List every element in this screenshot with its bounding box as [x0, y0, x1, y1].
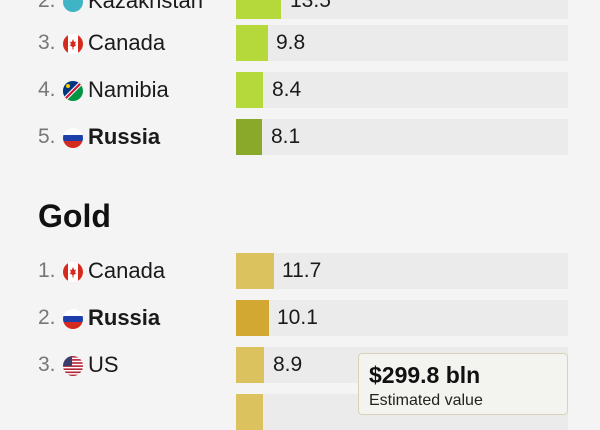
country-name: Russia — [88, 124, 161, 149]
callout-label: Estimated value — [369, 392, 483, 409]
rank-label: 3. — [38, 353, 56, 376]
russia-flag-icon — [63, 309, 83, 329]
bar-track — [236, 0, 568, 19]
canada-flag-icon — [63, 34, 83, 54]
namibia-flag-icon — [63, 81, 83, 101]
gold-row-russia: 2. Russia 10.1 — [0, 300, 600, 336]
bar — [236, 72, 263, 108]
bar-track — [236, 253, 568, 289]
bar — [236, 119, 262, 155]
us-flag-icon — [63, 356, 83, 376]
bar — [236, 0, 281, 19]
uranium-row-namibia: 4. Namibia 8.4 — [0, 72, 600, 108]
bar — [236, 300, 269, 336]
country-name: Canada — [88, 30, 166, 55]
canada-flag-icon — [63, 262, 83, 282]
uranium-row-canada: 3. Canada 9.8 — [0, 25, 600, 61]
rank-label: 4. — [38, 78, 56, 101]
russia-flag-icon — [63, 128, 83, 148]
country-name: Namibia — [88, 77, 169, 102]
country-name: Russia — [88, 305, 161, 330]
country-name: Kazakhstan — [88, 0, 203, 13]
bar-track — [236, 72, 568, 108]
country-name: Canada — [88, 258, 166, 283]
bar-track — [236, 300, 568, 336]
country-name: US — [88, 352, 119, 377]
kazakhstan-flag-icon — [63, 0, 83, 12]
bar-value: 10.1 — [277, 306, 318, 329]
bar — [236, 394, 263, 430]
bar-value: 8.4 — [272, 78, 302, 101]
bar-track — [236, 119, 568, 155]
bar-value: 11.7 — [282, 259, 322, 282]
bar — [236, 347, 264, 383]
bar-value: 8.1 — [271, 125, 301, 148]
value-callout: $299.8 bln Estimated value — [358, 353, 568, 415]
bar-value: 13.5 — [290, 0, 331, 12]
gold-row-canada: 1. Canada 11.7 — [0, 253, 600, 289]
rank-label: 2. — [38, 306, 56, 329]
uranium-row-russia: 5. Russia 8.1 — [0, 119, 600, 155]
bar — [236, 253, 274, 289]
bar-value: 8.9 — [273, 353, 303, 376]
rank-label: 2. — [38, 0, 56, 12]
callout-amount: $299.8 bln — [369, 362, 481, 388]
bar — [236, 25, 268, 61]
section-title-gold: Gold — [38, 198, 111, 234]
rank-label: 1. — [38, 259, 56, 282]
rank-label: 5. — [38, 125, 56, 148]
uranium-row-kazakhstan: 2. Kazakhstan 13.5 — [0, 0, 600, 19]
bar-track — [236, 25, 568, 61]
bar-value: 9.8 — [276, 31, 306, 54]
rank-label: 3. — [38, 31, 56, 54]
